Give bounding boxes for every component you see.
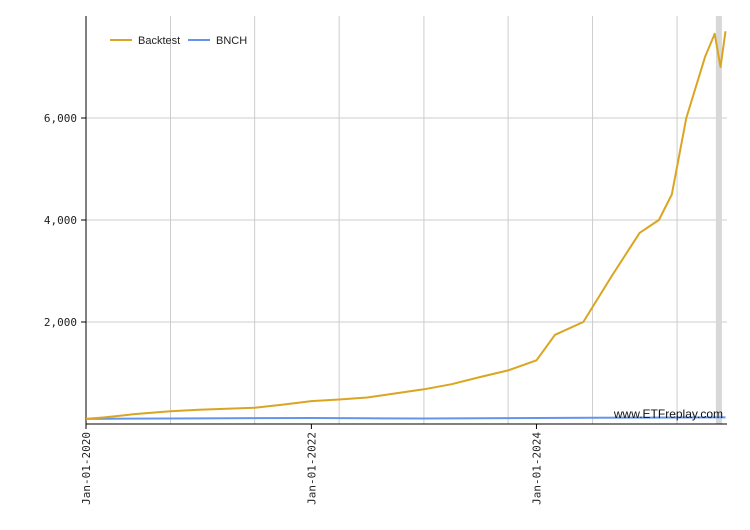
- legend-label-bnch: BNCH: [216, 35, 247, 47]
- y-tick-label: 2,000: [44, 316, 77, 329]
- x-tick-label: Jan-01-2024: [530, 432, 543, 505]
- series-lines: [85, 31, 727, 420]
- x-tick-label: Jan-01-2022: [305, 432, 318, 505]
- y-tick-label: 6,000: [44, 112, 77, 125]
- recent-period-shading: [715, 16, 722, 424]
- series-line-bnch: [85, 416, 726, 420]
- legend: Backtest BNCH: [110, 35, 247, 47]
- axes: 2,000 4,000 6,000 Jan-01-2020 Jan-01-2022 Jan…: [44, 16, 727, 505]
- legend-label-backtest: Backtest: [138, 35, 180, 47]
- y-tick-label: 4,000: [44, 214, 77, 227]
- x-tick-label: Jan-01-2020: [80, 432, 93, 505]
- gridlines: [86, 16, 727, 424]
- series-line-backtest: [85, 31, 727, 420]
- watermark: www.ETFreplay.com: [613, 407, 723, 421]
